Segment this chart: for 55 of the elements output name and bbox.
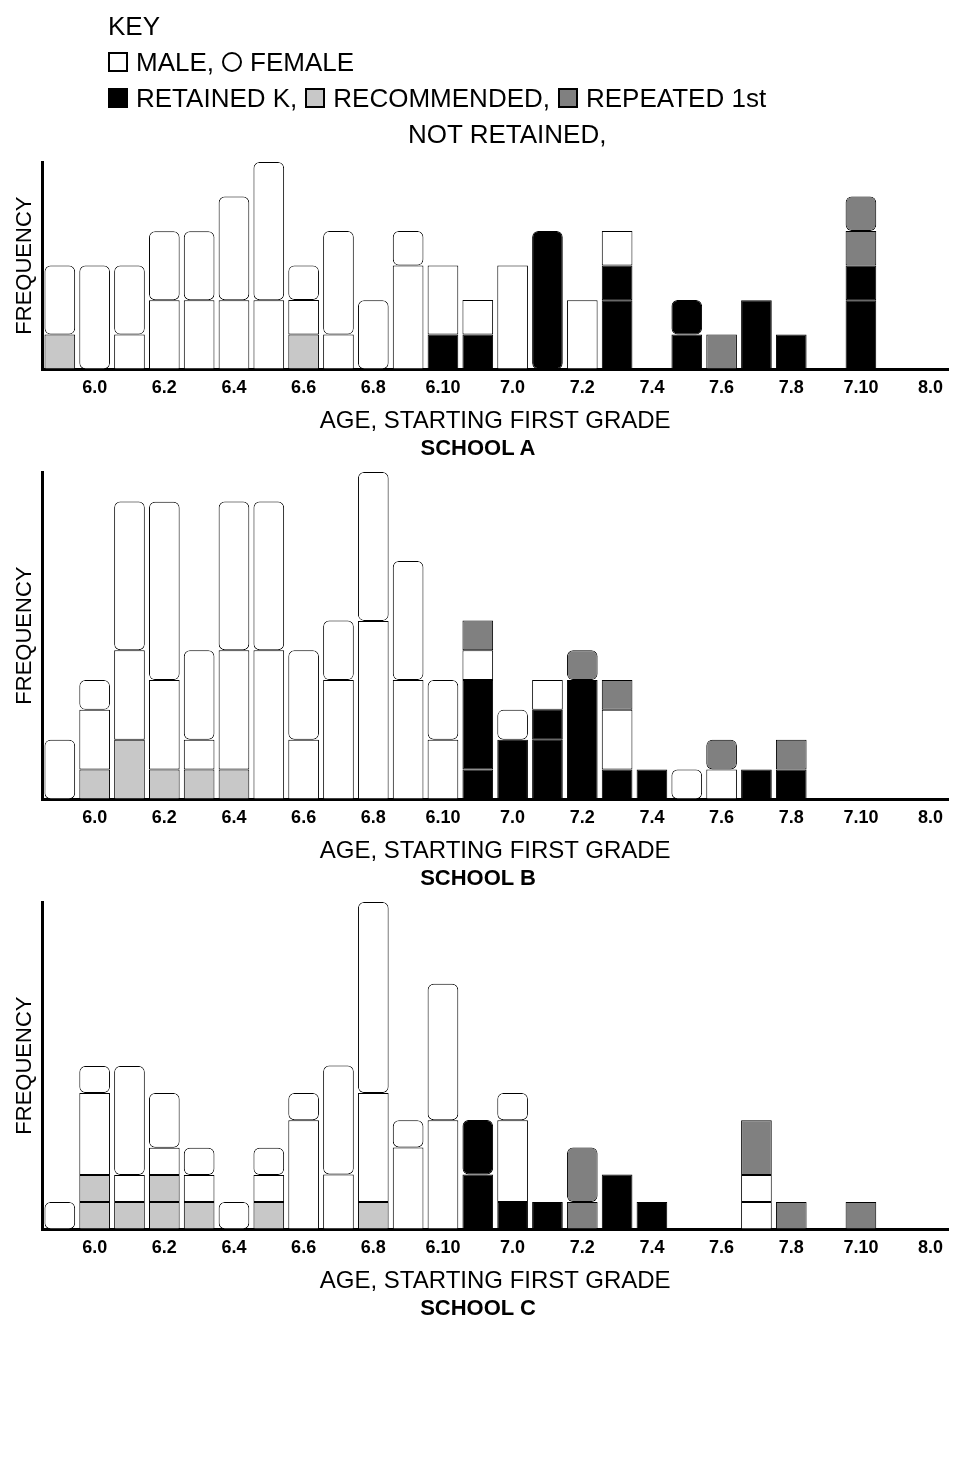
x-tick-label: 7.10 xyxy=(843,376,879,397)
x-tick-label: 6.4 xyxy=(221,806,247,827)
x-tick-label: 6.0 xyxy=(82,1236,108,1257)
x-tick-label: 6.0 xyxy=(82,806,108,827)
x-tick-label: 8.0 xyxy=(918,806,944,827)
x-tick-label: 7.0 xyxy=(500,1236,526,1257)
x-tick-label: 7.0 xyxy=(500,806,526,827)
x-tick-label: 7.2 xyxy=(569,1236,595,1257)
x-tick-label: 7.0 xyxy=(500,376,526,397)
x-tick-label: 7.6 xyxy=(709,806,735,827)
x-tick-label: 6.4 xyxy=(221,1236,247,1257)
x-tick-label: 6.6 xyxy=(291,1236,317,1257)
x-tick-label: 7.8 xyxy=(778,806,804,827)
x-tick-label: 6.10 xyxy=(425,1236,461,1257)
legend-title: KEY xyxy=(108,10,162,43)
text: REPEATED 1st xyxy=(586,82,767,115)
x-axis-title: AGE, STARTING FIRST GRADE xyxy=(319,835,671,863)
y-axis-title: FREQUENCY xyxy=(11,996,37,1135)
x-tick-label: 6.6 xyxy=(291,376,317,397)
x-tick-label: 6.6 xyxy=(291,806,317,827)
x-axis-title: AGE, STARTING FIRST GRADE xyxy=(319,405,671,433)
x-tick-label: 6.0 xyxy=(82,376,108,397)
x-tick-label: 7.6 xyxy=(709,1236,735,1257)
y-axis-title: FREQUENCY xyxy=(11,566,37,705)
x-tick-label: 6.10 xyxy=(425,806,461,827)
x-tick-label: 6.8 xyxy=(360,376,386,397)
x-tick-label: 7.10 xyxy=(843,1236,879,1257)
x-tick-label: 7.4 xyxy=(639,1236,665,1257)
x-tick-label: 7.2 xyxy=(569,376,595,397)
x-tick-label: 7.8 xyxy=(778,376,804,397)
x-tick-label: 7.8 xyxy=(778,1236,804,1257)
x-axis-title: AGE, STARTING FIRST GRADE xyxy=(319,1265,671,1293)
x-tick-label: 7.4 xyxy=(639,806,665,827)
x-tick-label: 8.0 xyxy=(918,376,944,397)
x-tick-label: 6.10 xyxy=(425,376,461,397)
x-tick-label: 6.8 xyxy=(360,1236,386,1257)
text: NOT RETAINED, xyxy=(408,118,607,151)
x-tick-label: 6.2 xyxy=(151,376,177,397)
text: SCHOOL B xyxy=(420,864,536,890)
text: RECOMMENDED, xyxy=(333,82,550,115)
text: SCHOOL A xyxy=(420,434,536,460)
x-tick-label: 6.2 xyxy=(151,1236,177,1257)
x-tick-label: 7.6 xyxy=(709,376,735,397)
text: MALE, xyxy=(136,46,215,79)
x-tick-label: 7.2 xyxy=(569,806,595,827)
text: SCHOOL C xyxy=(420,1294,536,1320)
x-tick-label: 6.4 xyxy=(221,376,247,397)
x-tick-label: 6.8 xyxy=(360,806,386,827)
x-tick-label: 7.4 xyxy=(639,376,665,397)
y-axis-title: FREQUENCY xyxy=(11,196,37,335)
x-tick-label: 6.2 xyxy=(151,806,177,827)
text: RETAINED K, xyxy=(136,82,298,115)
text: FEMALE xyxy=(250,46,355,79)
x-tick-label: 8.0 xyxy=(918,1236,944,1257)
x-tick-label: 7.10 xyxy=(843,806,879,827)
